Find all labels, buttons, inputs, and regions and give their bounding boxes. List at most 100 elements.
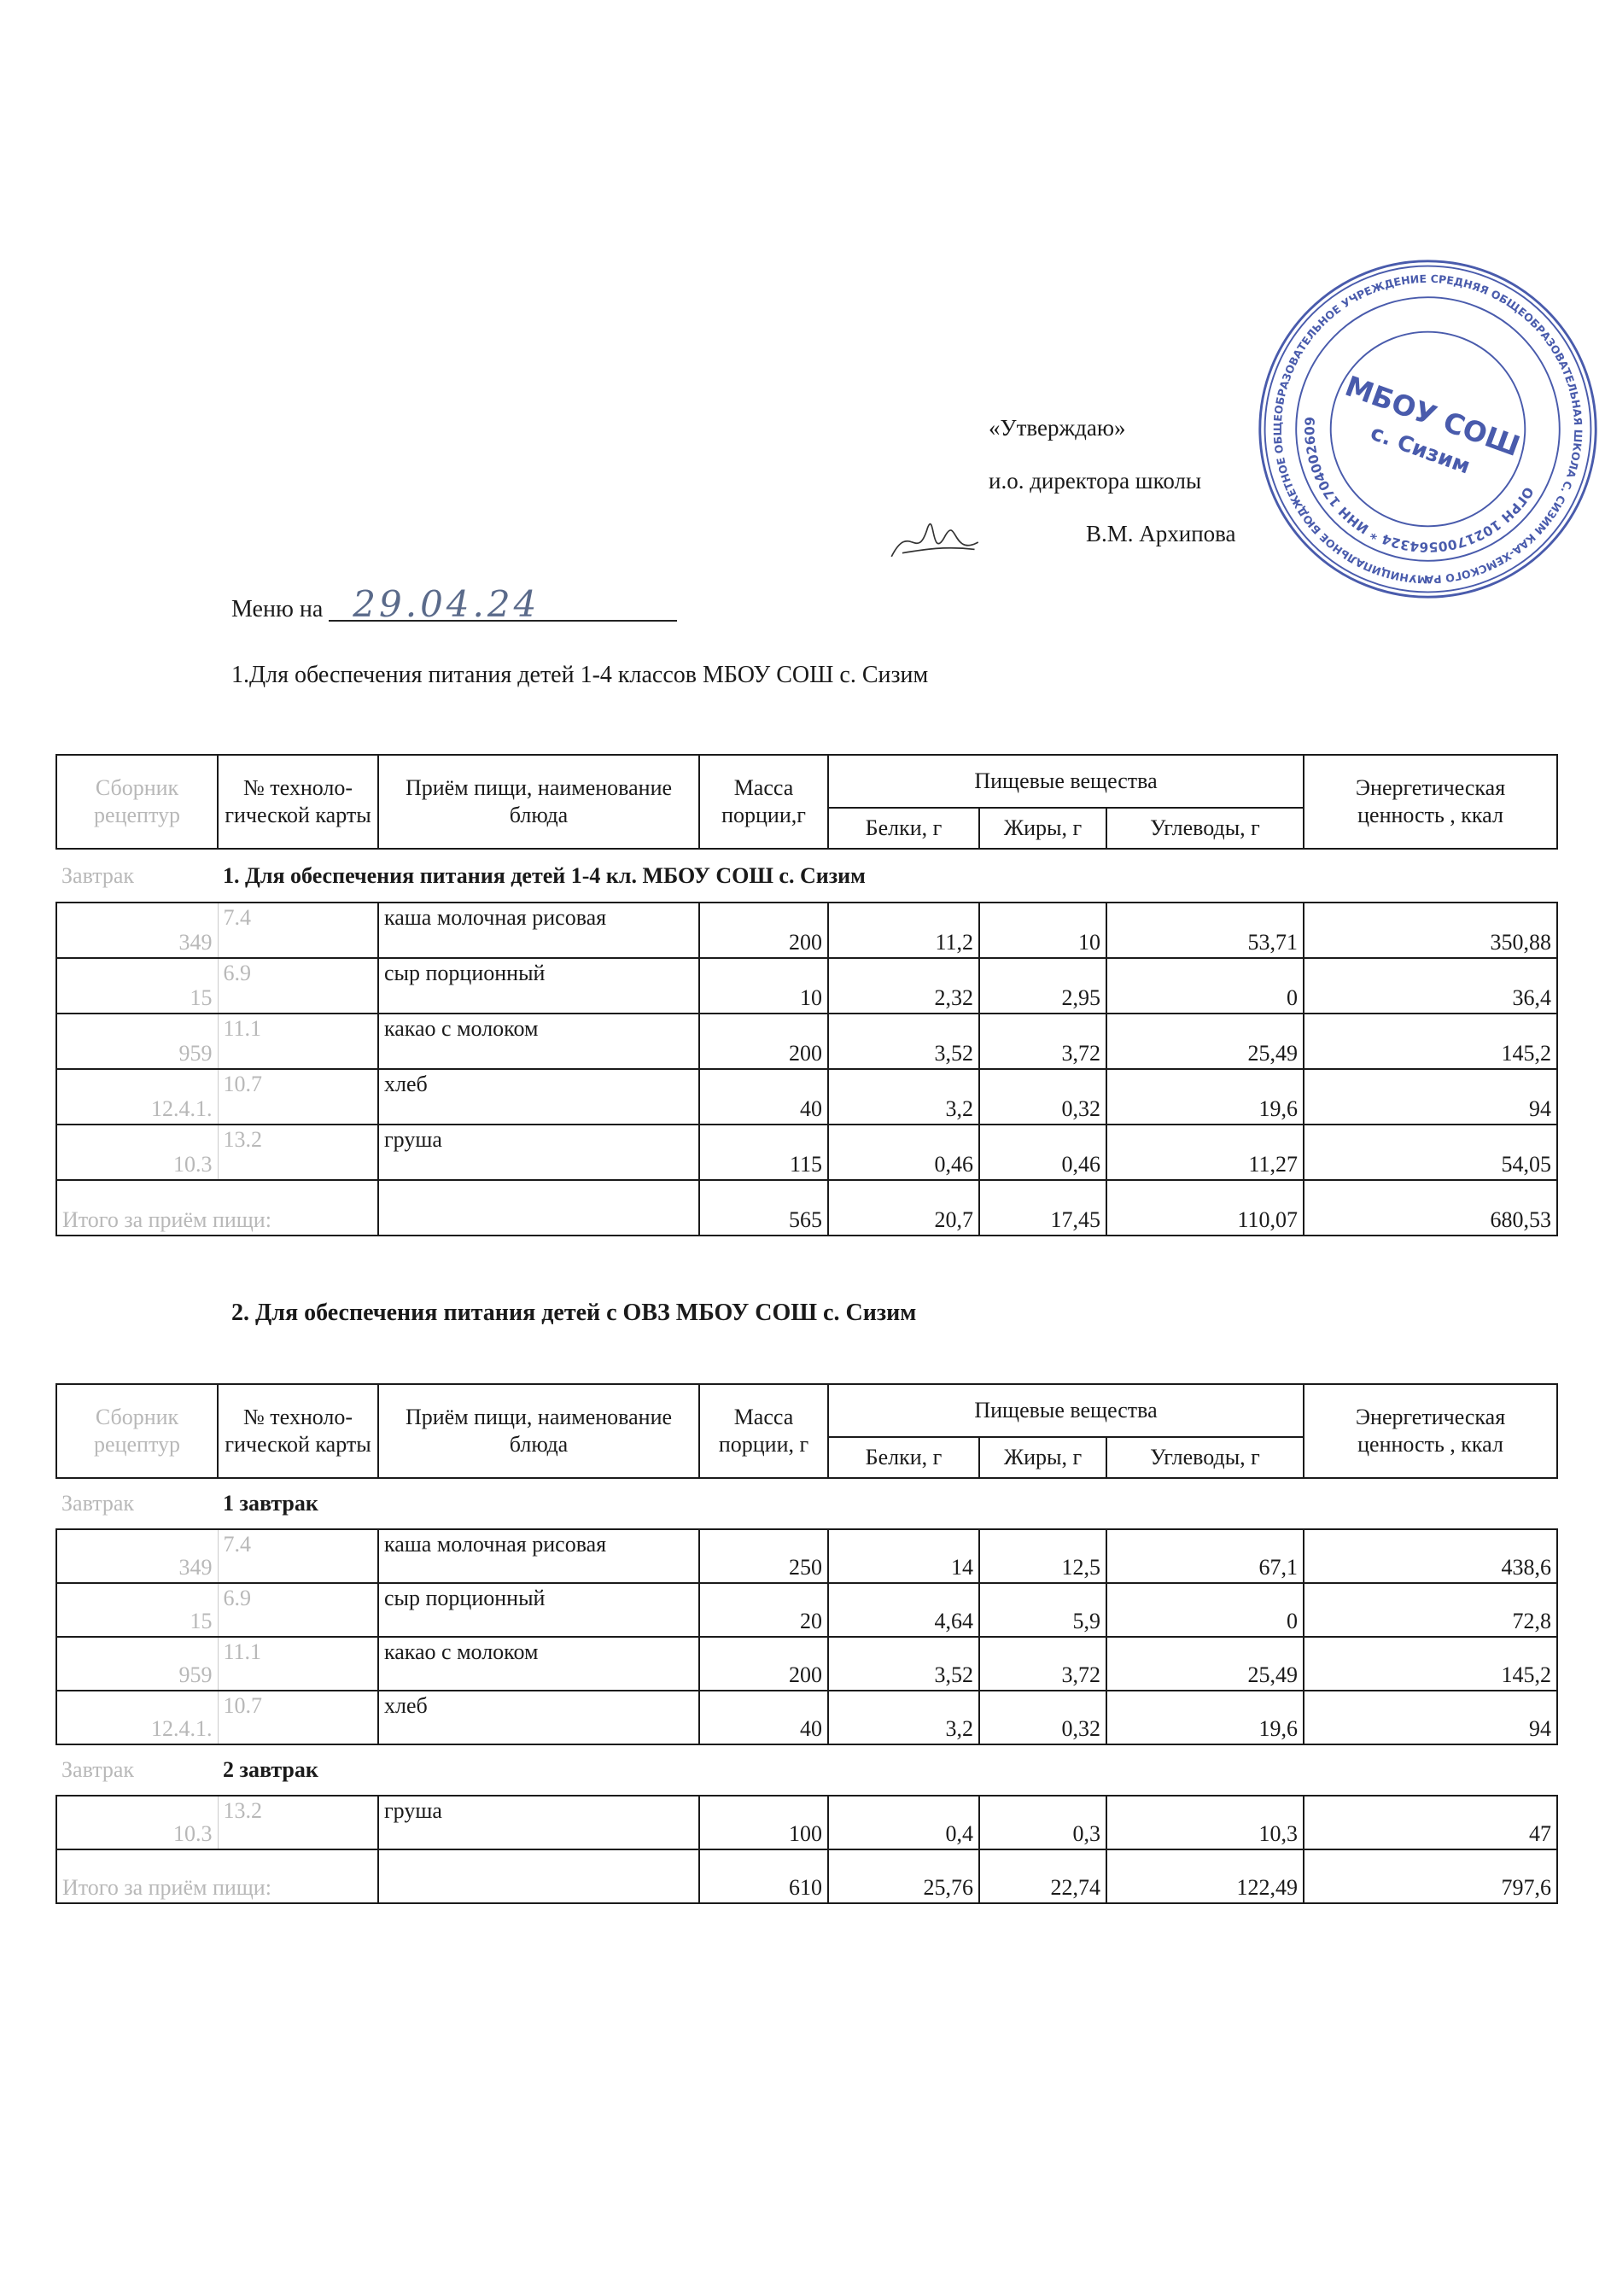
total-empty (377, 1179, 700, 1236)
dish-name: сыр порционный (377, 957, 700, 1014)
recipe-book-no: 349 (55, 902, 218, 959)
total-mass: 610 (698, 1849, 829, 1904)
table-row: 12.4.1. 10.7 хлеб 40 3,2 0,32 19,6 94 (55, 1690, 1559, 1745)
protein: 2,32 (827, 957, 980, 1014)
header-tech-card: № техноло-гической карты (217, 754, 379, 850)
energy: 72,8 (1303, 1582, 1559, 1638)
header-recipe-book: Сборник рецептур (55, 1383, 219, 1479)
fat: 0,46 (978, 1124, 1107, 1181)
portion-mass: 20 (698, 1582, 829, 1638)
total-empty (377, 1849, 700, 1904)
energy: 94 (1303, 1690, 1559, 1745)
total-fat: 22,74 (978, 1849, 1107, 1904)
dish-name: хлеб (377, 1690, 700, 1745)
portion-mass: 200 (698, 1636, 829, 1691)
tech-card-no: 11.1 (217, 1636, 379, 1691)
protein: 4,64 (827, 1582, 980, 1638)
fat: 3,72 (978, 1013, 1107, 1070)
energy: 54,05 (1303, 1124, 1559, 1181)
table-row: 959 11.1 какао с молоком 200 3,52 3,72 25,49 14… (55, 1636, 1559, 1691)
carbs: 53,71 (1105, 902, 1305, 959)
energy: 438,6 (1303, 1528, 1559, 1584)
dish-name: хлеб (377, 1068, 700, 1125)
header-protein: Белки, г (827, 807, 980, 850)
total-energy: 797,6 (1303, 1849, 1559, 1904)
dish-name: каша молочная рисовая (377, 1528, 700, 1584)
tech-card-no: 7.4 (217, 902, 379, 959)
dish-name: груша (377, 1795, 700, 1850)
protein: 3,2 (827, 1068, 980, 1125)
menu-date-line: Меню на 29.04.24 (231, 587, 678, 623)
signature (890, 523, 979, 558)
total-mass: 565 (698, 1179, 829, 1236)
tech-card-no: 10.7 (217, 1068, 379, 1125)
header-tech-card: № техноло-гической карты (217, 1383, 379, 1479)
menu-table-1: Сборник рецептур № техноло-гической карты… (55, 754, 1559, 1236)
carbs: 25,49 (1105, 1013, 1305, 1070)
protein: 3,52 (827, 1013, 980, 1070)
header-recipe-book: Сборник рецептур (55, 754, 219, 850)
protein: 14 (827, 1528, 980, 1584)
recipe-book-no: 15 (55, 1582, 218, 1638)
dish-name: сыр порционный (377, 1582, 700, 1638)
fat: 3,72 (978, 1636, 1107, 1691)
meal-section-title: 1 завтрак (218, 1477, 1558, 1530)
total-label: Итого за приём пищи: (55, 1179, 379, 1236)
portion-mass: 200 (698, 1013, 829, 1070)
recipe-book-no: 959 (55, 1636, 218, 1691)
dish-name: груша (377, 1124, 700, 1181)
total-row: Итого за приём пищи: 610 25,76 22,74 122,49 7… (55, 1849, 1559, 1904)
fat: 5,9 (978, 1582, 1107, 1638)
header-carbs: Углеводы, г (1105, 807, 1305, 850)
meal-section-row: Завтрак 1. Для обеспечения питания детей … (56, 848, 1558, 903)
protein: 3,52 (827, 1636, 980, 1691)
header-subrow: Белки, г Жиры, г Углеводы, г (56, 807, 1557, 850)
fat: 0,32 (978, 1068, 1107, 1125)
header-mass: Масса порции,г (698, 754, 829, 850)
fat: 0,32 (978, 1690, 1107, 1745)
header-fat: Жиры, г (978, 1436, 1107, 1479)
menu-label: Меню на (231, 596, 324, 622)
section1-title: 1.Для обеспечения питания детей 1-4 клас… (231, 662, 929, 688)
portion-mass: 40 (698, 1068, 829, 1125)
meal-type: Завтрак (56, 1477, 218, 1530)
header-row: Сборник рецептур № техноло-гической карты… (55, 754, 1559, 850)
total-carbs: 110,07 (1105, 1179, 1305, 1236)
tech-card-no: 13.2 (217, 1795, 379, 1850)
protein: 3,2 (827, 1690, 980, 1745)
portion-mass: 10 (698, 957, 829, 1014)
total-protein: 25,76 (827, 1849, 980, 1904)
protein: 11,2 (827, 902, 980, 959)
table-row: 12.4.1. 10.7 хлеб 40 3,2 0,32 19,6 94 (55, 1068, 1559, 1125)
table-row: 15 6.9 сыр порционный 10 2,32 2,95 0 36,4 (55, 957, 1559, 1014)
total-protein: 20,7 (827, 1179, 980, 1236)
energy: 47 (1303, 1795, 1559, 1850)
meal-type: Завтрак (56, 1744, 218, 1796)
meal-section-row: Завтрак 1 завтрак (56, 1477, 1558, 1530)
tech-card-no: 6.9 (217, 957, 379, 1014)
carbs: 0 (1105, 957, 1305, 1014)
meal-section-title: 1. Для обеспечения питания детей 1-4 кл.… (218, 848, 1558, 903)
tech-card-no: 13.2 (217, 1124, 379, 1181)
total-fat: 17,45 (978, 1179, 1107, 1236)
fat: 12,5 (978, 1528, 1107, 1584)
carbs: 19,6 (1105, 1690, 1305, 1745)
recipe-book-no: 12.4.1. (55, 1690, 218, 1745)
portion-mass: 115 (698, 1124, 829, 1181)
protein: 0,46 (827, 1124, 980, 1181)
recipe-book-no: 10.3 (55, 1795, 218, 1850)
approval-signer: В.М. Архипова (1086, 521, 1236, 546)
dish-name: какао с молоком (377, 1013, 700, 1070)
tech-card-no: 10.7 (217, 1690, 379, 1745)
approval-title: «Утверждаю» (989, 415, 1126, 441)
header-mass: Масса порции, г (698, 1383, 829, 1479)
dish-name: каша молочная рисовая (377, 902, 700, 959)
portion-mass: 250 (698, 1528, 829, 1584)
school-stamp: МУНИЦИПАЛЬНОЕ БЮДЖЕТНОЕ ОБЩЕОБРАЗОВАТЕЛЬ… (1255, 260, 1597, 602)
meal-section-row: Завтрак 2 завтрак (56, 1744, 1558, 1796)
carbs: 19,6 (1105, 1068, 1305, 1125)
approval-position: и.о. директора школы (989, 468, 1202, 494)
fat: 2,95 (978, 957, 1107, 1014)
table-row: 15 6.9 сыр порционный 20 4,64 5,9 0 72,8 (55, 1582, 1559, 1638)
fat: 0,3 (978, 1795, 1107, 1850)
